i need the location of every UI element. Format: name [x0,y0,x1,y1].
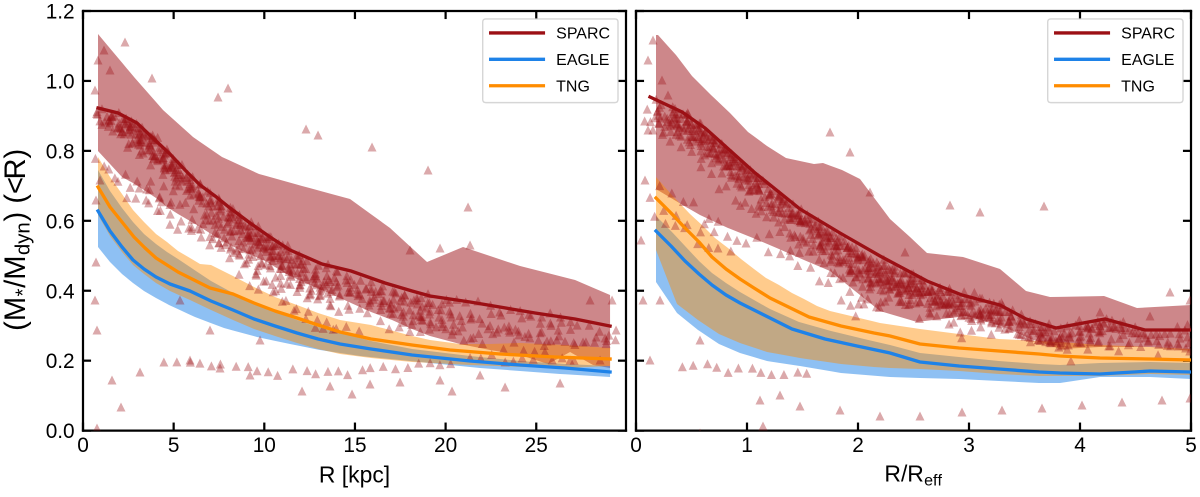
svg-text:3: 3 [963,434,975,457]
svg-text:20: 20 [434,434,457,457]
svg-text:5: 5 [1185,434,1197,457]
svg-text:0.4: 0.4 [46,280,75,303]
svg-text:1.0: 1.0 [46,70,75,93]
svg-text:2: 2 [852,434,864,457]
svg-text:TNG: TNG [1121,78,1155,95]
svg-text:5: 5 [168,434,180,457]
svg-text:0.8: 0.8 [46,140,75,163]
svg-text:10: 10 [253,434,276,457]
svg-text:1.2: 1.2 [46,1,75,24]
svg-text:SPARC: SPARC [1121,26,1175,43]
svg-text:0: 0 [77,434,89,457]
svg-text:0.2: 0.2 [46,350,75,373]
svg-text:R [kpc]: R [kpc] [319,462,390,488]
svg-text:R / R e: R / R e f f [884,461,943,491]
svg-text:TNG: TNG [556,78,590,95]
svg-text:15: 15 [343,434,366,457]
svg-text:SPARC: SPARC [556,26,610,43]
svg-text:0: 0 [630,434,642,457]
svg-text:4: 4 [1074,434,1086,457]
svg-text:EAGLE: EAGLE [1121,52,1174,69]
svg-text:0.0: 0.0 [46,420,75,443]
svg-text:( M / M: ( M / M ) ( < R ) * d y n [0,143,35,331]
svg-text:EAGLE: EAGLE [556,52,609,69]
svg-text:0.6: 0.6 [46,210,75,233]
svg-text:1: 1 [741,434,753,457]
svg-text:25: 25 [525,434,548,457]
